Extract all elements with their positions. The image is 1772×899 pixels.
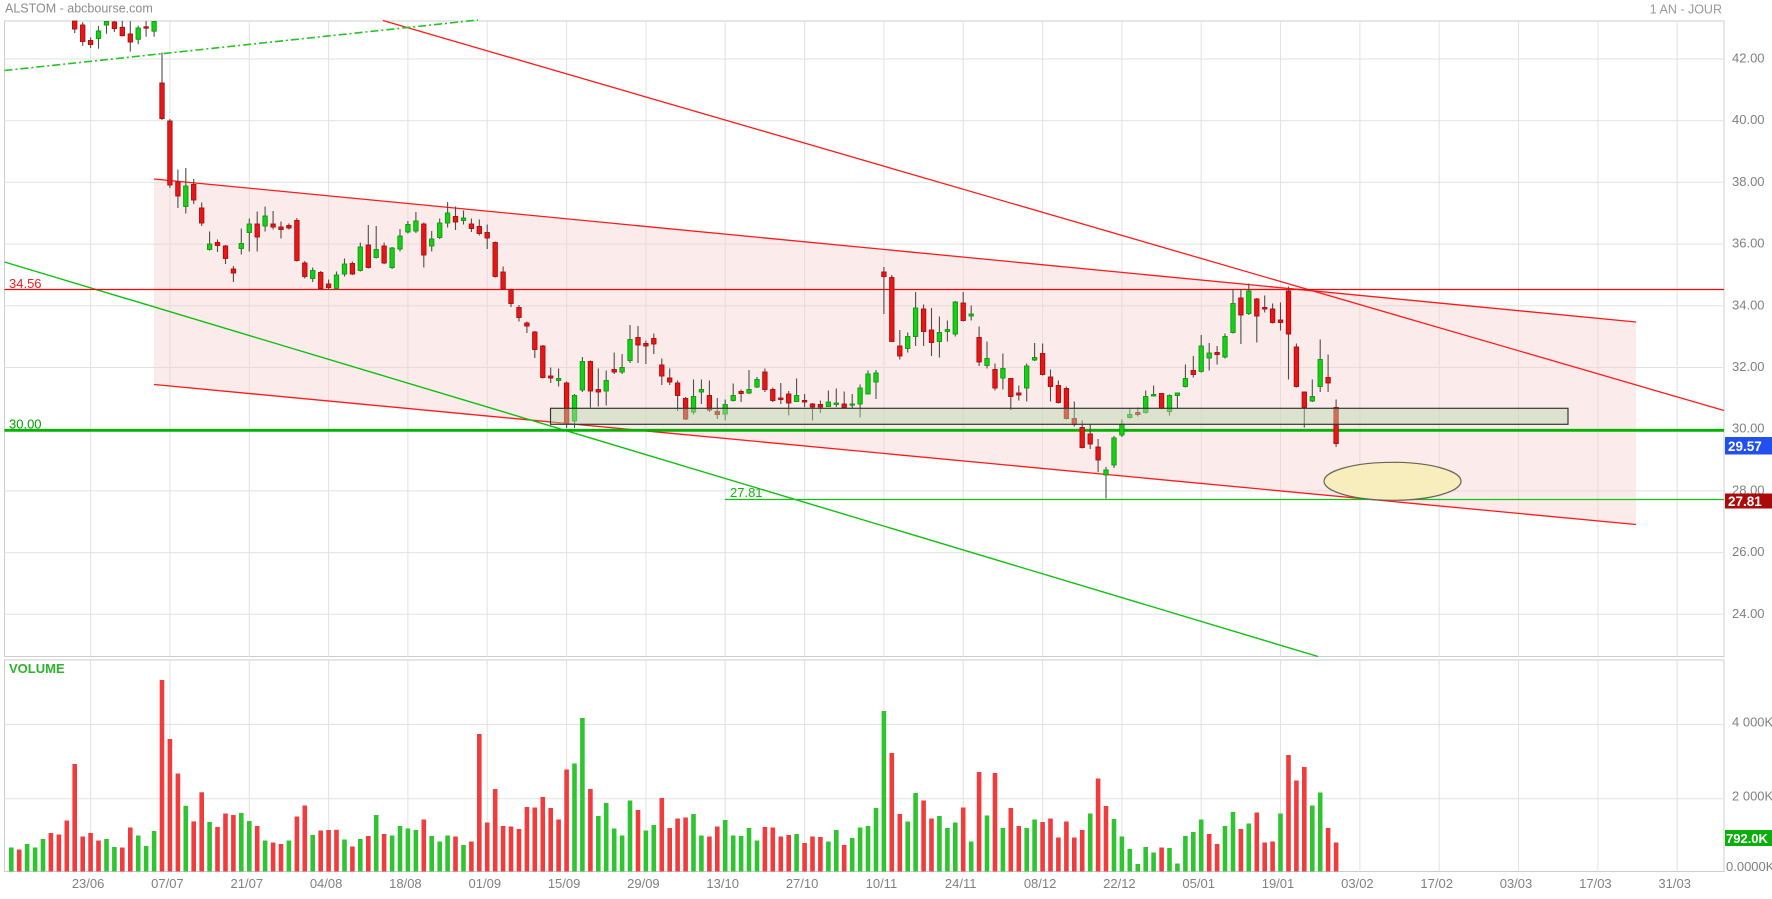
svg-text:34.56: 34.56 (9, 276, 42, 291)
svg-text:17/03: 17/03 (1579, 876, 1612, 891)
svg-text:10/11: 10/11 (866, 876, 898, 891)
svg-text:04/08: 04/08 (310, 876, 343, 891)
svg-text:4 000K: 4 000K (1732, 715, 1772, 730)
svg-text:27.81: 27.81 (730, 485, 763, 500)
svg-text:31/03: 31/03 (1658, 876, 1691, 891)
svg-text:36.00: 36.00 (1732, 236, 1765, 251)
svg-text:23/06: 23/06 (72, 876, 105, 891)
svg-text:29.57: 29.57 (1728, 439, 1762, 454)
svg-text:24.00: 24.00 (1732, 606, 1765, 621)
svg-text:19/01: 19/01 (1262, 876, 1295, 891)
svg-text:22/12: 22/12 (1103, 876, 1136, 891)
svg-text:792.0K: 792.0K (1726, 831, 1769, 846)
svg-text:2 000K: 2 000K (1732, 789, 1772, 804)
svg-text:05/01: 05/01 (1182, 876, 1215, 891)
svg-text:34.00: 34.00 (1732, 297, 1765, 312)
svg-text:03/03: 03/03 (1500, 876, 1533, 891)
svg-text:32.00: 32.00 (1732, 359, 1765, 374)
svg-text:03/02: 03/02 (1341, 876, 1374, 891)
svg-text:42.00: 42.00 (1732, 51, 1765, 66)
svg-text:30.00: 30.00 (9, 417, 42, 432)
svg-text:01/09: 01/09 (469, 876, 502, 891)
svg-text:21/07: 21/07 (231, 876, 264, 891)
svg-text:29/09: 29/09 (627, 876, 660, 891)
svg-text:0.0000K: 0.0000K (1726, 859, 1772, 874)
svg-text:07/07: 07/07 (151, 876, 184, 891)
svg-text:13/10: 13/10 (706, 876, 739, 891)
svg-text:VOLUME: VOLUME (9, 661, 65, 676)
svg-text:17/02: 17/02 (1420, 876, 1453, 891)
svg-text:1 AN - JOUR: 1 AN - JOUR (1650, 3, 1722, 17)
svg-text:40.00: 40.00 (1732, 112, 1765, 127)
svg-text:ALSTOM - abcbourse.com: ALSTOM - abcbourse.com (5, 2, 153, 16)
svg-text:38.00: 38.00 (1732, 174, 1765, 189)
svg-text:30.00: 30.00 (1732, 421, 1765, 436)
svg-text:27.81: 27.81 (1728, 494, 1762, 509)
svg-text:27/10: 27/10 (786, 876, 819, 891)
svg-text:26.00: 26.00 (1732, 544, 1765, 559)
svg-text:18/08: 18/08 (389, 876, 422, 891)
svg-text:15/09: 15/09 (548, 876, 581, 891)
svg-text:08/12: 08/12 (1024, 876, 1057, 891)
svg-text:24/11: 24/11 (945, 876, 977, 891)
